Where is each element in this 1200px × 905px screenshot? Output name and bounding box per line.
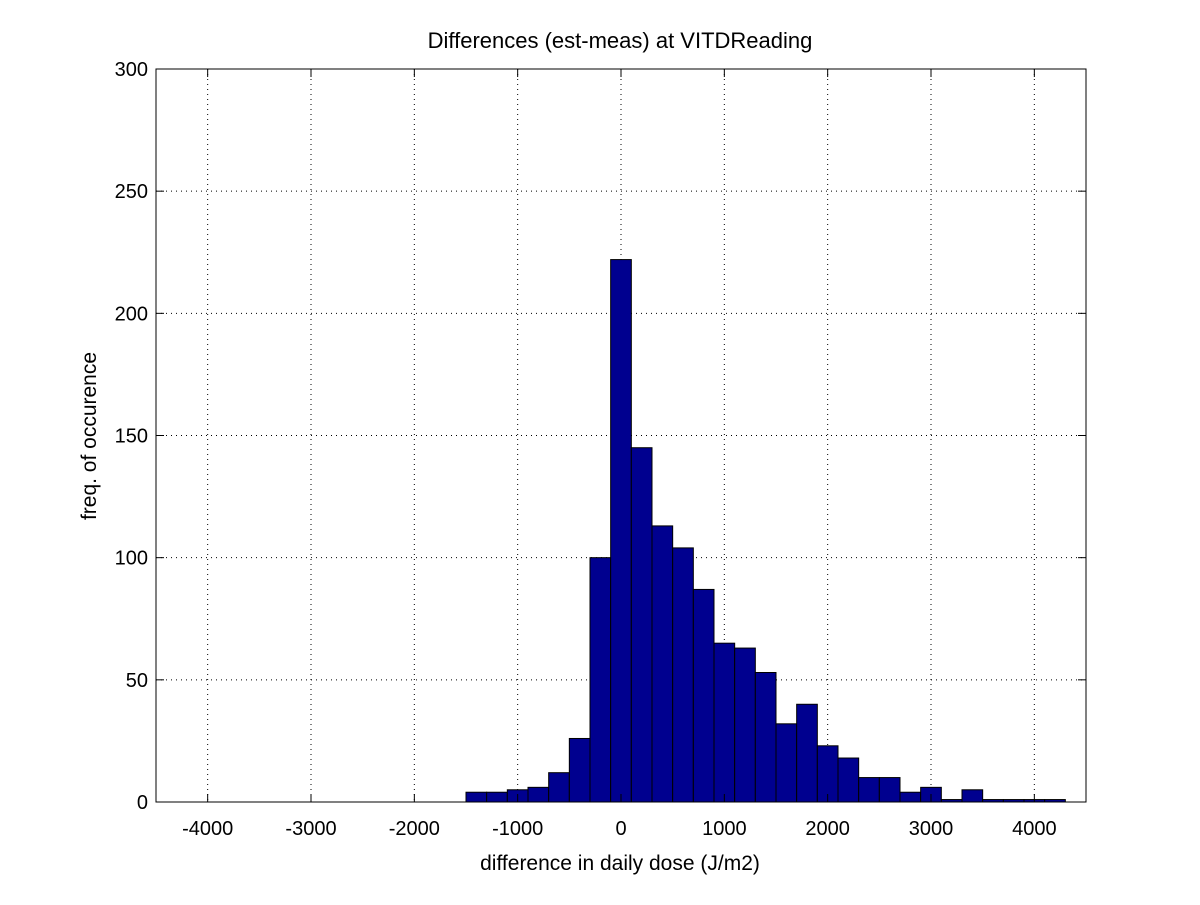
y-tick-label: 150 — [115, 426, 148, 448]
y-tick-label: 0 — [137, 792, 148, 814]
y-tick-label: 250 — [115, 181, 148, 203]
x-tick-label: 0 — [615, 818, 626, 840]
axes — [155, 68, 1087, 803]
y-tick-label: 50 — [126, 670, 148, 692]
y-tick-label: 100 — [115, 548, 148, 570]
x-tick-label: -3000 — [285, 818, 336, 840]
histogram-bar — [754, 672, 777, 803]
histogram-bar — [589, 557, 612, 803]
histogram-bar — [796, 703, 818, 803]
histogram-bar — [878, 777, 901, 803]
histogram-bar — [486, 791, 508, 803]
histogram-bar — [568, 737, 591, 803]
histogram-bars — [465, 259, 1066, 803]
x-tick-label: 4000 — [1012, 818, 1057, 840]
histogram-bar — [610, 259, 632, 803]
x-axis-label: difference in daily dose (J/m2) — [480, 852, 760, 875]
x-tick-label: -2000 — [389, 818, 440, 840]
x-tick-label: 3000 — [909, 818, 954, 840]
chart-title: Differences (est-meas) at VITDReading — [428, 28, 813, 53]
histogram-bar — [899, 791, 922, 803]
histogram-bar — [837, 757, 860, 803]
histogram-bar — [816, 745, 839, 803]
tick-labels: -4000 -3000 -2000 -1000 0 1000 2000 3000 4000 0 50… — [115, 59, 1057, 840]
y-axis-label: freq. of occurence — [78, 352, 101, 520]
x-tick-label: -1000 — [492, 818, 543, 840]
x-tick-label: -4000 — [182, 818, 233, 840]
y-tick-label: 300 — [115, 59, 148, 81]
histogram-bar — [465, 791, 488, 803]
x-tick-label: 1000 — [702, 818, 747, 840]
histogram-bar — [858, 777, 880, 803]
histogram-bar — [527, 786, 550, 803]
y-tick-label: 200 — [115, 303, 148, 325]
x-tick-label: 2000 — [805, 818, 850, 840]
histogram-bar — [713, 642, 736, 803]
histogram-bar — [672, 547, 694, 803]
histogram-bar — [775, 723, 798, 803]
histogram-bar — [630, 447, 653, 803]
histogram-bar — [651, 525, 674, 803]
histogram-bar — [734, 647, 756, 803]
histogram-bar — [961, 789, 984, 803]
histogram-bar — [692, 588, 715, 803]
histogram-bar — [548, 772, 570, 803]
